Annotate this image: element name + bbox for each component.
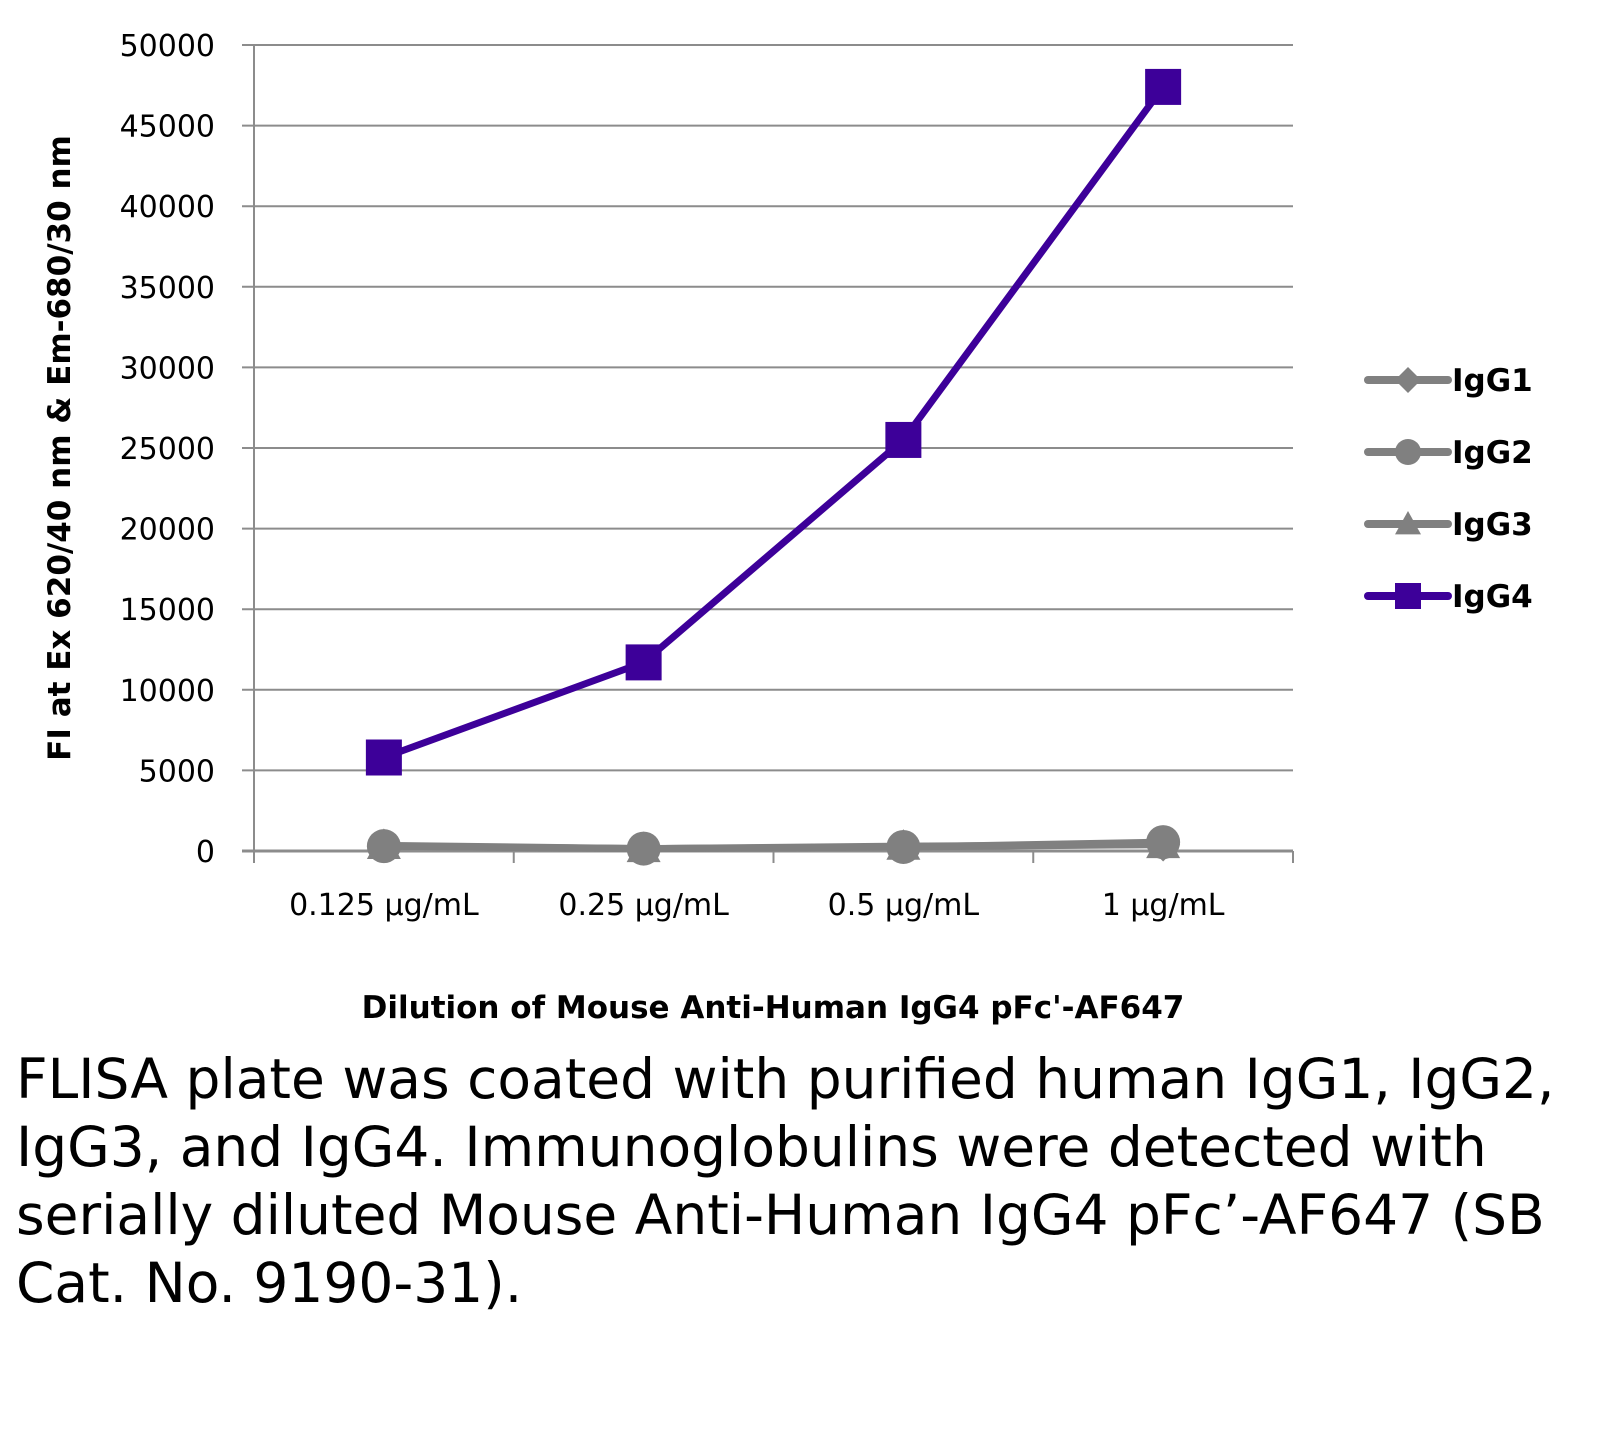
gridlines bbox=[242, 44, 1293, 772]
x-axis-title: Dilution of Mouse Anti-Human IgG4 pFc'-A… bbox=[362, 990, 1185, 1026]
data-point-triangle bbox=[1146, 827, 1181, 859]
y-tick-label: 0 bbox=[196, 835, 215, 870]
legend-label: IgG3 bbox=[1452, 507, 1533, 543]
data-point-circle bbox=[1395, 439, 1421, 465]
x-tick-label: 0.5 µg/mL bbox=[828, 888, 980, 923]
data-point-triangle bbox=[1395, 511, 1421, 535]
data-point-diamond bbox=[1395, 367, 1421, 393]
figure-caption: FLISA plate was coated with purified hum… bbox=[16, 1047, 1555, 1315]
series-line-igg4 bbox=[382, 84, 1166, 761]
y-tick-label: 45000 bbox=[120, 110, 215, 145]
y-tick-label: 10000 bbox=[120, 674, 215, 709]
legend-label: IgG4 bbox=[1452, 579, 1533, 615]
legend-label: IgG2 bbox=[1452, 435, 1533, 471]
y-axis-title: FI at Ex 620/40 nm & Em-680/30 nm bbox=[42, 135, 78, 761]
y-tick-label: 20000 bbox=[120, 513, 215, 548]
data-point-triangle bbox=[626, 831, 661, 863]
line-chart: 0 5000 10000 15000 20000 25000 30000 35000 40000… bbox=[42, 29, 1533, 1026]
data-point-square bbox=[365, 739, 402, 776]
legend: IgG1 IgG2 IgG3 IgG4 bbox=[1364, 363, 1533, 615]
data-point-square bbox=[625, 644, 662, 681]
data-point-square bbox=[1395, 583, 1421, 609]
x-tick-label: 1 µg/mL bbox=[1102, 888, 1225, 923]
y-tick-label: 40000 bbox=[120, 190, 215, 225]
y-tick-label: 50000 bbox=[120, 29, 215, 64]
y-tick-label: 15000 bbox=[120, 593, 215, 628]
y-tick-label: 30000 bbox=[120, 351, 215, 386]
x-axis: 0.125 µg/mL 0.25 µg/mL 0.5 µg/mL 1 µg/mL bbox=[242, 849, 1294, 923]
y-tick-label: 5000 bbox=[139, 754, 215, 789]
series-group bbox=[365, 68, 1182, 866]
y-tick-label: 35000 bbox=[120, 271, 215, 306]
y-tick-label: 25000 bbox=[120, 432, 215, 467]
data-point-square bbox=[885, 421, 922, 458]
data-point-triangle bbox=[886, 829, 921, 860]
data-point-triangle bbox=[366, 828, 401, 859]
data-point-square bbox=[1145, 68, 1182, 105]
x-tick-label: 0.25 µg/mL bbox=[558, 888, 729, 923]
series-line-igg3 bbox=[383, 841, 1164, 853]
x-tick-label: 0.125 µg/mL bbox=[289, 888, 479, 923]
legend-label: IgG1 bbox=[1452, 363, 1533, 399]
y-axis: 0 5000 10000 15000 20000 25000 30000 35000 40000… bbox=[120, 29, 255, 870]
